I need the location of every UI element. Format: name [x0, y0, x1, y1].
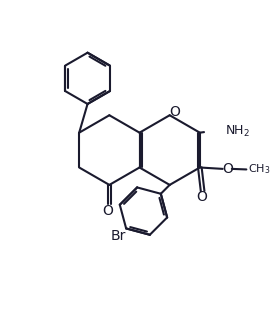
Text: O: O: [102, 204, 113, 217]
Text: Br: Br: [111, 229, 126, 243]
Text: O: O: [197, 190, 207, 204]
Text: O: O: [222, 162, 233, 176]
Text: NH$_2$: NH$_2$: [225, 124, 250, 139]
Text: O: O: [169, 105, 180, 119]
Text: CH$_3$: CH$_3$: [248, 163, 271, 176]
